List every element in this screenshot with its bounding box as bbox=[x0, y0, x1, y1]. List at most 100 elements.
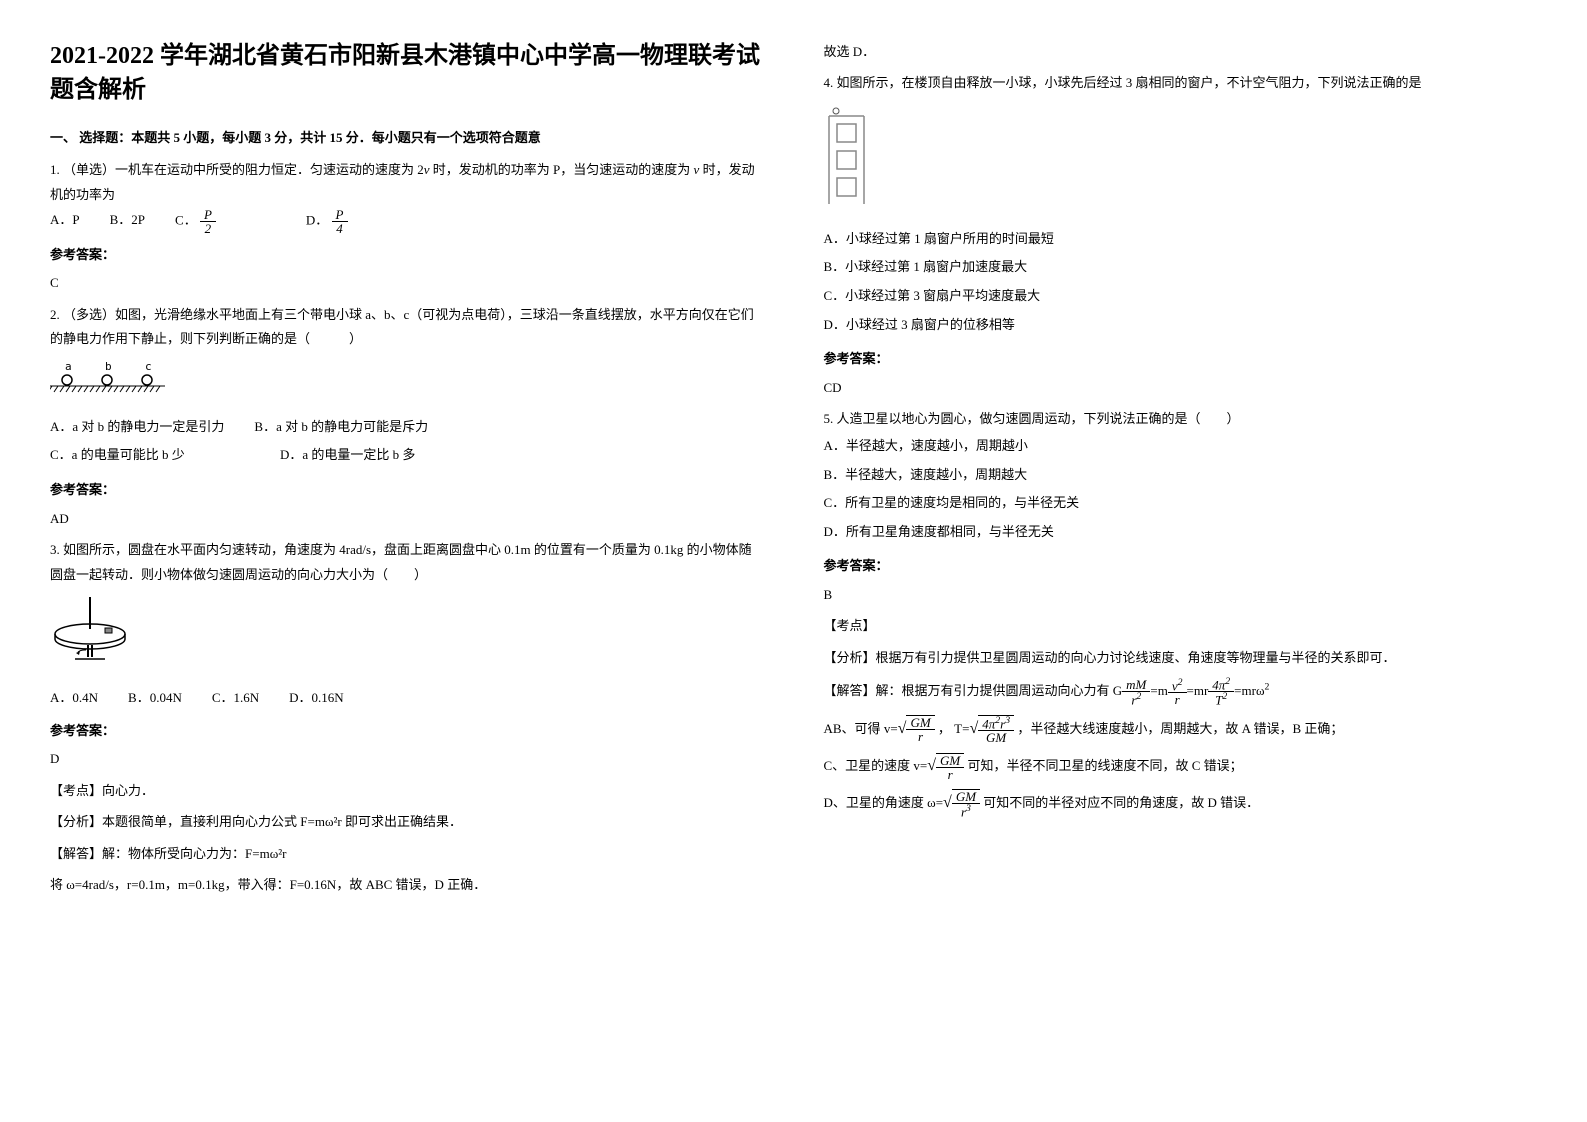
q3-opt-c: C．1.6N bbox=[212, 686, 259, 711]
q3-fenxi-text: 本题很简单，直接利用向心力公式 F=mω²r 即可求出正确结果． bbox=[102, 814, 462, 829]
window-ball bbox=[833, 108, 839, 114]
disk-object bbox=[105, 628, 112, 633]
q3-fenxi: 【分析】本题很简单，直接利用向心力公式 F=mω²r 即可求出正确结果． bbox=[50, 810, 764, 833]
q5-jieda-d-end: 可知不同的半径对应不同的角速度，故 D 错误． bbox=[983, 795, 1259, 810]
q5-formula-v: v=√GMr bbox=[884, 721, 938, 736]
question-5: 5. 人造卫星以地心为圆心，做匀速圆周运动，下列说法正确的是（ ） A．半径越大… bbox=[824, 407, 1538, 818]
section-heading: 一、 选择题：本题共 5 小题，每小题 3 分，共计 15 分．每小题只有一个选… bbox=[50, 127, 764, 146]
q2-options-row2: C．a 的电量可能比 b 少 D．a 的电量一定比 b 多 bbox=[50, 441, 764, 470]
q5-options: A．半径越大，速度越小，周期越小 B．半径越大，速度越小，周期越大 C．所有卫星… bbox=[824, 432, 1538, 546]
q5-fenxi-label: 【分析】 bbox=[824, 650, 876, 665]
q5-jieda-ab: AB、可得 bbox=[824, 721, 881, 736]
q1-answer: C bbox=[50, 271, 764, 294]
q4-text: 4. 如图所示，在楼顶自由释放一小球，小球先后经过 3 扇相同的窗户，不计空气阻… bbox=[824, 71, 1538, 96]
q4-opt-b: B．小球经过第 1 扇窗户加速度最大 bbox=[824, 253, 1538, 282]
abc-circle-c bbox=[142, 375, 152, 385]
q1-options: A．P B．2P C． P 2 D． P 4 bbox=[50, 208, 764, 235]
q3-answer-label: 参考答案： bbox=[50, 719, 764, 744]
question-3: 3. 如图所示，圆盘在水平面内匀速转动，角速度为 4rad/s，盘面上距离圆盘中… bbox=[50, 538, 764, 896]
q5-fenxi-text: 根据万有引力提供卫星圆周运动的向心力讨论线速度、角速度等物理量与半径的关系即可． bbox=[876, 650, 1396, 665]
q3-jieda3: 故选 D． bbox=[824, 40, 1538, 63]
window-1 bbox=[837, 124, 856, 142]
q5-opt-a: A．半径越大，速度越小，周期越小 bbox=[824, 432, 1538, 461]
q5-formula-main: GmMr2=mv2r=mr4π2T2=mrω2 bbox=[1113, 683, 1270, 698]
q1-frac-c: P 2 bbox=[200, 208, 216, 235]
q3-opt-a: A．0.4N bbox=[50, 686, 98, 711]
q5-jieda-intro-line: 【解答】解：根据万有引力提供圆周运动向心力有 GmMr2=mv2r=mr4π2T… bbox=[824, 677, 1538, 707]
q2-opt-d: D．a 的电量一定比 b 多 bbox=[280, 441, 415, 470]
q5-kaodian-label: 【考点】 bbox=[824, 618, 876, 633]
q5-answer: B bbox=[824, 583, 1538, 606]
q5-opt-d: D．所有卫星角速度都相同，与半径无关 bbox=[824, 518, 1538, 547]
right-column: 故选 D． 4. 如图所示，在楼顶自由释放一小球，小球先后经过 3 扇相同的窗户… bbox=[824, 40, 1538, 904]
q5-fenxi: 【分析】根据万有引力提供卫星圆周运动的向心力讨论线速度、角速度等物理量与半径的关… bbox=[824, 646, 1538, 669]
q2-opt-a: A．a 对 b 的静电力一定是引力 bbox=[50, 413, 224, 442]
q1-opt-a: A．P bbox=[50, 208, 80, 233]
q1-opt-d: D． bbox=[306, 212, 328, 227]
q5-jieda-ab-line: AB、可得 v=√GMr ， T=√4π2r3GM ，半径越大线速度越小，周期越… bbox=[824, 715, 1538, 744]
window-2 bbox=[837, 151, 856, 169]
q3-opt-d: D．0.16N bbox=[289, 686, 344, 711]
q1-opt-c-wrap: C． P 2 bbox=[175, 208, 216, 235]
q3-jieda1-text: 解：物体所受向心力为：F=mω²r bbox=[102, 846, 286, 861]
q4-opt-c: C．小球经过第 3 窗扇户平均速度最大 bbox=[824, 282, 1538, 311]
q3-text: 3. 如图所示，圆盘在水平面内匀速转动，角速度为 4rad/s，盘面上距离圆盘中… bbox=[50, 538, 764, 587]
question-1-text: 1. （单选）一机车在运动中所受的阻力恒定．匀速运动的速度为 2v 时，发动机的… bbox=[50, 158, 764, 207]
disk-diagram bbox=[50, 597, 764, 676]
q5-jieda-intro: 解：根据万有引力提供圆周运动向心力有 bbox=[876, 683, 1110, 698]
q1-opt-d-wrap: D． P 4 bbox=[306, 208, 348, 235]
abc-hatching bbox=[50, 386, 160, 392]
q2-answer-label: 参考答案： bbox=[50, 478, 764, 503]
q1-answer-label: 参考答案： bbox=[50, 243, 764, 268]
q4-options: A．小球经过第 1 扇窗户所用的时间最短 B．小球经过第 1 扇窗户加速度最大 … bbox=[824, 225, 1538, 339]
abc-circle-b bbox=[102, 375, 112, 385]
q1-opt-c: C． bbox=[175, 212, 197, 227]
q4-opt-d: D．小球经过 3 扇窗户的位移相等 bbox=[824, 311, 1538, 340]
abc-svg: a b c bbox=[50, 360, 170, 395]
window-diagram bbox=[824, 106, 1538, 215]
question-4: 4. 如图所示，在楼顶自由释放一小球，小球先后经过 3 扇相同的窗户，不计空气阻… bbox=[824, 71, 1538, 399]
window-3 bbox=[837, 178, 856, 196]
q1-frac-d-den: 4 bbox=[332, 222, 348, 235]
abc-label-a: a bbox=[65, 360, 72, 373]
q5-text: 5. 人造卫星以地心为圆心，做匀速圆周运动，下列说法正确的是（ ） bbox=[824, 407, 1538, 432]
q1-prefix: 1. （单选）一机车在运动中所受的阻力恒定．匀速运动的速度为 2 bbox=[50, 162, 424, 177]
q3-kaodian: 【考点】向心力． bbox=[50, 779, 764, 802]
q2-opt-b: B．a 对 b 的静电力可能是斥力 bbox=[254, 413, 428, 442]
q3-kaodian-text: 向心力． bbox=[102, 783, 154, 798]
q2-answer: AD bbox=[50, 507, 764, 530]
q3-opt-b: B．0.04N bbox=[128, 686, 182, 711]
main-title: 2021-2022 学年湖北省黄石市阳新县木港镇中心中学高一物理联考试题含解析 bbox=[50, 40, 764, 107]
q3-answer: D bbox=[50, 747, 764, 770]
left-column: 2021-2022 学年湖北省黄石市阳新县木港镇中心中学高一物理联考试题含解析 … bbox=[50, 40, 764, 904]
abc-label-b: b bbox=[105, 360, 112, 373]
question-2: 2. （多选）如图，光滑绝缘水平地面上有三个带电小球 a、b、c（可视为点电荷）… bbox=[50, 303, 764, 530]
q5-jieda-label: 【解答】 bbox=[824, 683, 876, 698]
q5-jieda-c-line: C、卫星的速度 v=√GMr 可知，半径不同卫星的线速度不同，故 C 错误； bbox=[824, 752, 1538, 781]
q4-answer-label: 参考答案： bbox=[824, 347, 1538, 372]
q3-fenxi-label: 【分析】 bbox=[50, 814, 102, 829]
q2-options-row1: A．a 对 b 的静电力一定是引力 B．a 对 b 的静电力可能是斥力 bbox=[50, 413, 764, 442]
q5-formula-t: T=√4π2r3GM bbox=[954, 721, 1017, 736]
q4-opt-a: A．小球经过第 1 扇窗户所用的时间最短 bbox=[824, 225, 1538, 254]
q5-jieda-c: C、卫星的速度 bbox=[824, 758, 911, 773]
q5-opt-b: B．半径越大，速度越小，周期越大 bbox=[824, 461, 1538, 490]
q5-formula-v2: v=√GMr bbox=[913, 758, 967, 773]
q3-jieda2: 将 ω=4rad/s，r=0.1m，m=0.1kg，带入得：F=0.16N，故 … bbox=[50, 873, 764, 896]
q1-mid: 时，发动机的功率为 P，当匀速运动的速度为 bbox=[430, 162, 694, 177]
q1-frac-d: P 4 bbox=[332, 208, 348, 235]
q3-jieda-label: 【解答】 bbox=[50, 846, 102, 861]
q5-jieda-c-end: 可知，半径不同卫星的线速度不同，故 C 错误； bbox=[968, 758, 1243, 773]
q3-options: A．0.4N B．0.04N C．1.6N D．0.16N bbox=[50, 686, 764, 711]
abc-circle-a bbox=[62, 375, 72, 385]
window-svg bbox=[824, 106, 874, 206]
question-1: 1. （单选）一机车在运动中所受的阻力恒定．匀速运动的速度为 2v 时，发动机的… bbox=[50, 158, 764, 294]
q2-options: A．a 对 b 的静电力一定是引力 B．a 对 b 的静电力可能是斥力 C．a … bbox=[50, 413, 764, 470]
q5-jieda-d-line: D、卫星的角速度 ω=√GMr3 可知不同的半径对应不同的角速度，故 D 错误． bbox=[824, 789, 1538, 818]
page-container: 2021-2022 学年湖北省黄石市阳新县木港镇中心中学高一物理联考试题含解析 … bbox=[50, 40, 1537, 904]
q5-answer-label: 参考答案： bbox=[824, 554, 1538, 579]
q1-frac-d-num: P bbox=[332, 208, 348, 222]
q5-jieda-d: D、卫星的角速度 bbox=[824, 795, 924, 810]
q5-jieda-ab-end: ，半径越大线速度越小，周期越大，故 A 错误，B 正确； bbox=[1017, 721, 1343, 736]
q3-jieda1: 【解答】解：物体所受向心力为：F=mω²r bbox=[50, 842, 764, 865]
